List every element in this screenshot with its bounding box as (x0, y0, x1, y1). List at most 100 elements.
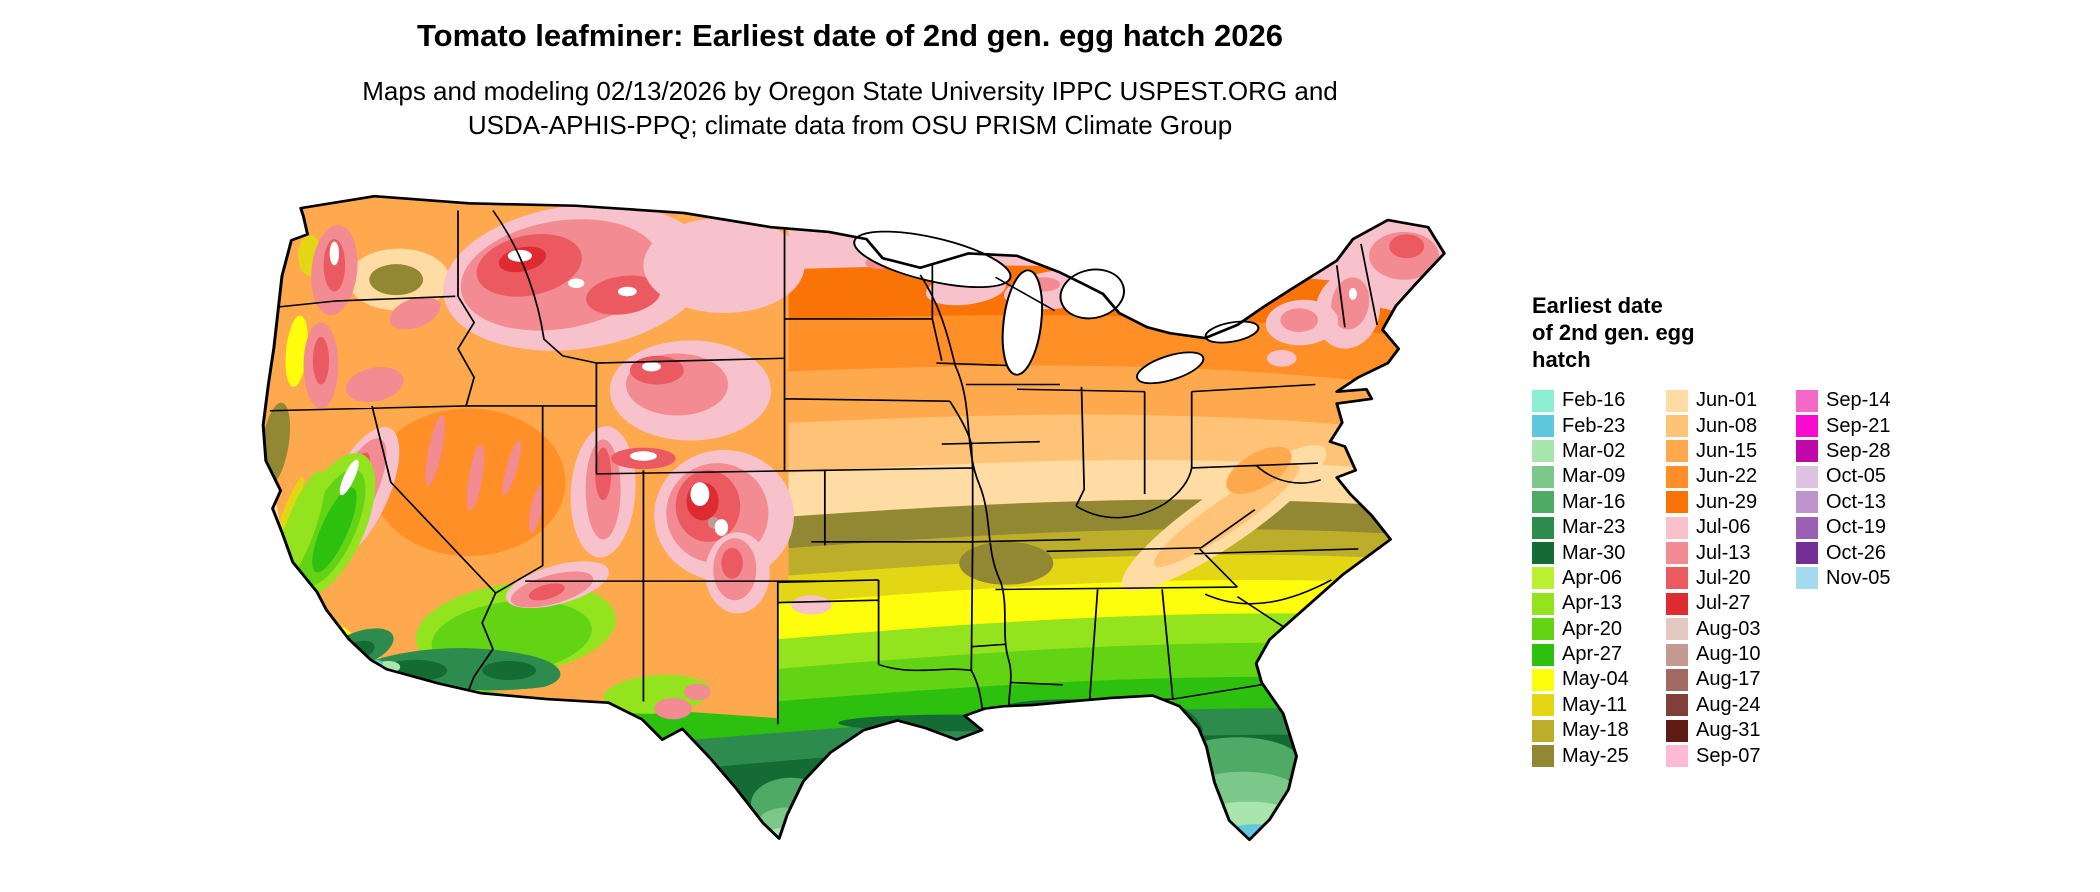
legend-swatch (1796, 465, 1818, 488)
legend-label: Mar-23 (1562, 516, 1626, 539)
map-region-columbia-basin-core (369, 264, 424, 296)
legend-swatch (1532, 440, 1554, 463)
map-region-ozarks (959, 541, 1054, 585)
map-region-nv-range1 (425, 414, 445, 486)
legend-item: Aug-03 (1666, 617, 1761, 642)
legend-swatch (1796, 567, 1818, 590)
legend-label: Mar-02 (1562, 439, 1626, 462)
legend-swatch (1796, 542, 1818, 565)
legend-label: Jun-08 (1696, 414, 1758, 437)
legend-label: Sep-21 (1826, 414, 1891, 437)
legend-swatch (1666, 668, 1688, 691)
map-region-stx-3 (763, 827, 804, 840)
no-hatch-area (568, 278, 585, 288)
legend-swatch (1532, 745, 1554, 768)
legend-label: Oct-19 (1826, 516, 1887, 539)
legend-swatch (1532, 542, 1554, 565)
legend-swatch (1532, 567, 1554, 590)
legend-item: Jun-01 (1666, 388, 1761, 413)
legend-label: May-18 (1562, 719, 1629, 742)
legend-item: Mar-02 (1532, 439, 1629, 464)
legend-label: Sep-28 (1826, 439, 1891, 462)
legend-column-1: Feb-16 Feb-23 Mar-02 Mar-09 Mar-16 Mar-23 Mar-… (1532, 388, 1629, 769)
legend-swatch (1532, 719, 1554, 742)
legend-swatch (1666, 542, 1688, 565)
map-region-nv-range4 (528, 486, 543, 534)
legend-swatch (1666, 440, 1688, 463)
legend-label: Apr-27 (1562, 643, 1623, 666)
legend-swatch (1666, 745, 1688, 768)
map-region-willamette-valley (285, 315, 309, 387)
legend-label: Feb-23 (1562, 414, 1626, 437)
map-region-nv-range3 (502, 440, 522, 496)
legend-item: May-04 (1532, 667, 1629, 692)
legend-item: Sep-21 (1796, 413, 1891, 438)
map-region-stx-tip (770, 844, 794, 858)
legend-item: Aug-31 (1666, 718, 1761, 743)
map-region-guadalupe (683, 683, 711, 701)
page-title: Tomato leafminer: Earliest date of 2nd g… (417, 18, 1283, 53)
map-region-west-virginia-highlands (1226, 446, 1292, 494)
legend-swatch (1666, 643, 1688, 666)
legend-item: Oct-13 (1796, 490, 1891, 515)
legend-item: Jul-27 (1666, 591, 1761, 616)
legend-swatch (1532, 491, 1554, 514)
legend-label: Aug-17 (1696, 668, 1761, 691)
legend-label: Mar-30 (1562, 541, 1626, 564)
legend-item: Apr-20 (1532, 617, 1629, 642)
legend-swatch (1666, 465, 1688, 488)
legend-item: Apr-13 (1532, 591, 1629, 616)
legend-item: Feb-23 (1532, 413, 1629, 438)
legend-item: Sep-07 (1666, 743, 1761, 768)
map-region-central-valley-core (312, 487, 357, 573)
legend-item: Oct-19 (1796, 515, 1891, 540)
legend-label: May-25 (1562, 744, 1629, 767)
map-region-mogollon-core (528, 583, 565, 601)
legend-swatch (1666, 618, 1688, 641)
legend-label: Mar-16 (1562, 490, 1626, 513)
legend-item: Mar-30 (1532, 540, 1629, 565)
legend-label: May-11 (1562, 693, 1628, 716)
state-borders (269, 210, 1378, 736)
legend-item: Mar-23 (1532, 515, 1629, 540)
legend-label: Mar-09 (1562, 465, 1626, 488)
no-hatch-area (690, 482, 710, 507)
no-hatch-area (642, 361, 661, 372)
lake-erie-icon (1136, 351, 1205, 385)
legend-swatch (1532, 643, 1554, 666)
no-hatch-area (339, 459, 359, 496)
legend-label: Nov-05 (1826, 566, 1891, 589)
lake-superior-icon (853, 230, 1012, 289)
legend-swatch (1666, 567, 1688, 590)
map-region-mt-east-plains (643, 217, 805, 313)
legend-label: May-04 (1562, 668, 1629, 691)
legend-label: Sep-07 (1696, 744, 1761, 767)
legend-swatch (1666, 389, 1688, 412)
legend-column-3: Sep-14 Sep-21 Sep-28 Oct-05 Oct-13 Oct-19 Oct-… (1796, 388, 1891, 591)
legend-swatch (1666, 592, 1688, 615)
legend-item: Sep-14 (1796, 388, 1891, 413)
legend-swatch (1666, 415, 1688, 438)
legend-swatch (1532, 415, 1554, 438)
map-region-sonoran-core2 (482, 660, 536, 681)
legend-title: Earliest date of 2nd gen. egg hatch (1532, 293, 1695, 372)
legend-swatch (1796, 516, 1818, 539)
legend-label: Aug-31 (1696, 719, 1761, 742)
legend-item: Oct-26 (1796, 540, 1891, 565)
map-region-catskills (1266, 349, 1297, 367)
legend-item: Mar-09 (1532, 464, 1629, 489)
legend-label: Apr-20 (1562, 617, 1623, 640)
page-subtitle: Maps and modeling 02/13/2026 by Oregon S… (362, 76, 1338, 140)
legend-label: Jun-29 (1696, 490, 1758, 513)
legend-item: Jun-22 (1666, 464, 1761, 489)
legend-item: May-25 (1532, 743, 1629, 768)
map-region-sangre-core (721, 547, 743, 579)
legend-item: Mar-16 (1532, 490, 1629, 515)
map-region-appalachians-core (1153, 464, 1300, 567)
legend-label: Aug-03 (1696, 617, 1761, 640)
legend-label: Jul-27 (1696, 592, 1751, 615)
map-region-nv-range2 (467, 444, 484, 511)
legend-label: Sep-14 (1826, 389, 1891, 412)
map-region-fl-tip (1232, 844, 1291, 870)
